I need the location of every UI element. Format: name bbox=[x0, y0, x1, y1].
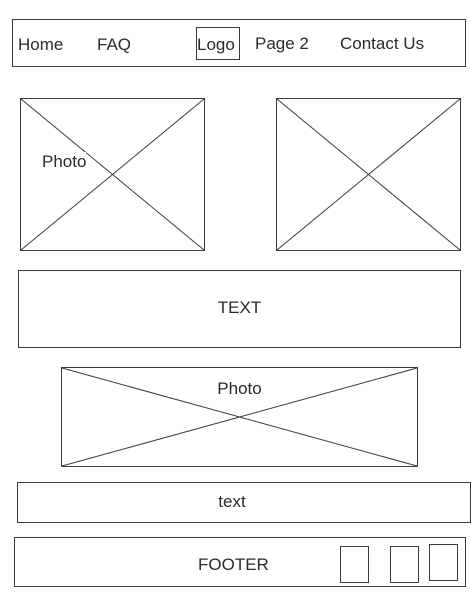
photo-cross-right bbox=[276, 98, 461, 251]
text-block-label: TEXT bbox=[217, 298, 262, 317]
photo-placeholder-right bbox=[276, 98, 461, 251]
text-bar: text bbox=[17, 482, 471, 523]
nav-item-contact-us[interactable]: Contact Us bbox=[340, 34, 425, 53]
photo-label-banner: Photo bbox=[217, 379, 262, 398]
footer-icon-box-2[interactable] bbox=[390, 546, 419, 583]
footer-icon-box-3[interactable] bbox=[429, 544, 458, 581]
nav-bar: Home FAQ Logo Page 2 Contact Us bbox=[12, 19, 466, 67]
footer-label: FOOTER bbox=[198, 555, 269, 574]
nav-item-page-2[interactable]: Page 2 bbox=[255, 34, 309, 53]
logo-box[interactable]: Logo bbox=[196, 27, 240, 60]
text-block: TEXT bbox=[18, 270, 461, 348]
text-bar-label: text bbox=[218, 492, 246, 511]
photo-cross-banner bbox=[61, 367, 418, 467]
photo-label-left: Photo bbox=[42, 152, 87, 172]
footer-icon-box-1[interactable] bbox=[340, 546, 369, 583]
photo-placeholder-left: Photo bbox=[20, 98, 205, 251]
photo-cross-left bbox=[20, 98, 205, 251]
nav-item-faq[interactable]: FAQ bbox=[97, 35, 132, 54]
photo-placeholder-banner: Photo bbox=[61, 367, 418, 467]
footer: FOOTER bbox=[14, 537, 466, 587]
logo-label: Logo bbox=[197, 35, 235, 54]
nav-item-home[interactable]: Home bbox=[18, 35, 64, 54]
